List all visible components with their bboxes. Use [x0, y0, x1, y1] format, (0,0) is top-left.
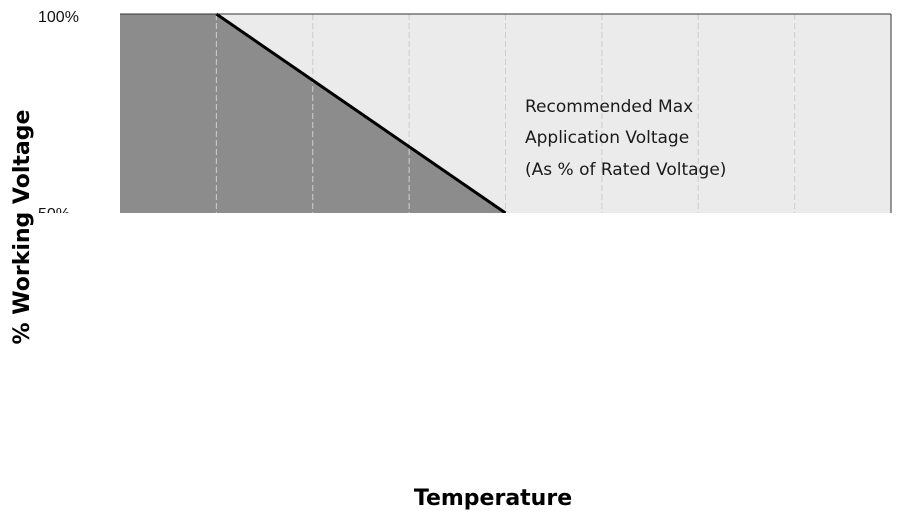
annotation-line-2: Application Voltage	[525, 128, 689, 148]
y-axis-label: % Working Voltage	[10, 110, 35, 345]
annotation-line-1: Recommended Max	[525, 97, 693, 117]
x-axis-label: Temperature	[414, 486, 572, 511]
derating-curve-line	[215, 12, 507, 215]
annotation-line-3: (As % of Rated Voltage)	[525, 160, 726, 180]
y-tick-label-100: 100%	[38, 9, 79, 26]
bottom-cover	[0, 213, 897, 514]
